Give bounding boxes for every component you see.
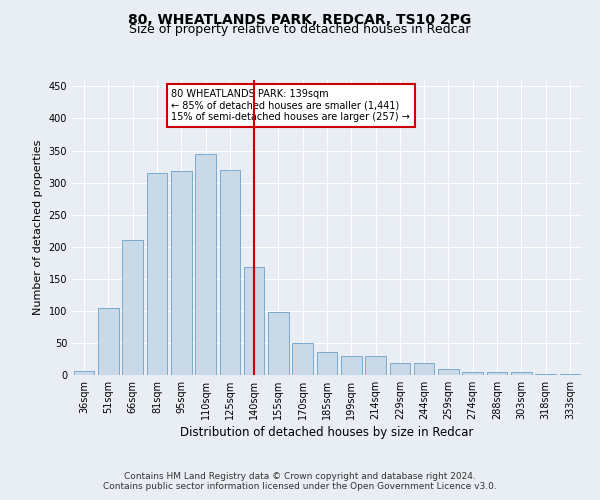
Bar bbox=[171, 171, 191, 375]
Bar bbox=[195, 154, 216, 375]
Bar bbox=[438, 369, 459, 375]
Bar bbox=[463, 372, 483, 375]
Bar bbox=[98, 308, 119, 375]
Bar bbox=[414, 364, 434, 375]
Bar bbox=[341, 356, 362, 375]
Text: Contains HM Land Registry data © Crown copyright and database right 2024.: Contains HM Land Registry data © Crown c… bbox=[124, 472, 476, 481]
Bar bbox=[146, 173, 167, 375]
Bar bbox=[365, 356, 386, 375]
X-axis label: Distribution of detached houses by size in Redcar: Distribution of detached houses by size … bbox=[181, 426, 473, 439]
Bar bbox=[317, 352, 337, 375]
Bar bbox=[535, 374, 556, 375]
Text: 80 WHEATLANDS PARK: 139sqm
← 85% of detached houses are smaller (1,441)
15% of s: 80 WHEATLANDS PARK: 139sqm ← 85% of deta… bbox=[172, 89, 410, 122]
Bar bbox=[220, 170, 240, 375]
Bar bbox=[560, 374, 580, 375]
Text: Contains public sector information licensed under the Open Government Licence v3: Contains public sector information licen… bbox=[103, 482, 497, 491]
Bar bbox=[292, 343, 313, 375]
Bar bbox=[511, 372, 532, 375]
Bar bbox=[268, 312, 289, 375]
Bar bbox=[74, 370, 94, 375]
Bar bbox=[244, 268, 265, 375]
Text: 80, WHEATLANDS PARK, REDCAR, TS10 2PG: 80, WHEATLANDS PARK, REDCAR, TS10 2PG bbox=[128, 12, 472, 26]
Text: Size of property relative to detached houses in Redcar: Size of property relative to detached ho… bbox=[129, 22, 471, 36]
Bar bbox=[122, 240, 143, 375]
Bar bbox=[487, 372, 508, 375]
Bar bbox=[389, 364, 410, 375]
Y-axis label: Number of detached properties: Number of detached properties bbox=[33, 140, 43, 315]
